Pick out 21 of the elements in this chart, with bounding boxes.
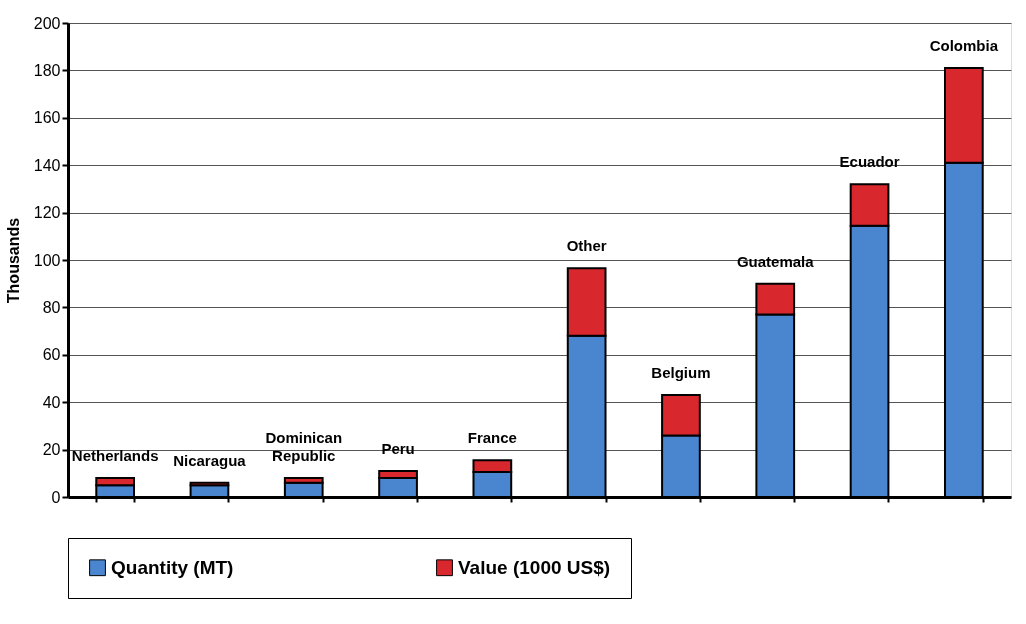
y-tick-label: 100 (33, 251, 61, 269)
x-tick-label: Nicaragua (173, 451, 247, 469)
y-tick-label: 20 (42, 441, 61, 459)
y-tick-label: 60 (42, 346, 61, 364)
y-tick-label: 80 (42, 298, 61, 316)
x-tick-label: Colombia (929, 37, 999, 55)
x-tick-label: Netherlands (71, 447, 159, 465)
y-tick-label: 40 (42, 393, 61, 411)
y-tick-label: 200 (33, 14, 61, 32)
y-tick-label: 0 (51, 488, 61, 506)
legend-label: Value (1000 US$) (458, 556, 611, 578)
y-axis-title: Thousands (4, 217, 22, 304)
x-tick-label: Belgium (651, 364, 711, 382)
x-tick-label: Dominican Republic (265, 429, 343, 465)
y-tick-label: 120 (33, 204, 61, 222)
y-tick-label: 160 (33, 109, 61, 127)
x-tick-label: Other (566, 237, 607, 255)
legend-label: Quantity (MT) (111, 556, 234, 578)
y-tick-label: 140 (33, 156, 61, 174)
y-tick-label: 180 (33, 61, 61, 79)
x-tick-label: France (467, 429, 517, 447)
